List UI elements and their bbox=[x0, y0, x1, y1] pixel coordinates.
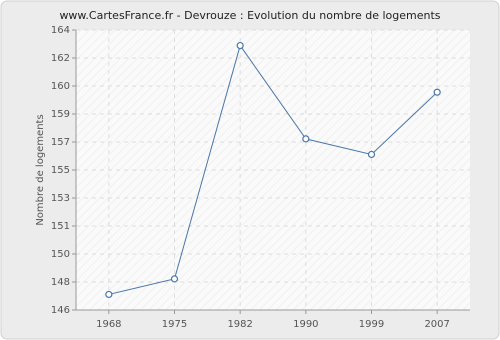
y-tick-label: 155 bbox=[51, 165, 70, 176]
y-tick-label: 151 bbox=[51, 221, 70, 232]
point bbox=[367, 150, 376, 159]
y-tick-label: 159 bbox=[51, 109, 70, 120]
y-axis-label: Nombre de logements bbox=[35, 114, 46, 225]
y-tick-label: 164 bbox=[51, 25, 70, 36]
point bbox=[433, 88, 441, 96]
y-tick-label: 157 bbox=[51, 137, 70, 148]
x-tick-label: 2007 bbox=[424, 319, 449, 330]
y-tick-label: 162 bbox=[51, 53, 70, 64]
y-tick-label: 160 bbox=[51, 81, 70, 92]
y-tick-label: 153 bbox=[51, 193, 70, 204]
x-tick-label: 1968 bbox=[96, 319, 121, 330]
point bbox=[105, 290, 113, 299]
x-tick-label: 1999 bbox=[359, 319, 384, 330]
line bbox=[108, 44, 438, 295]
x-tick-label: 1982 bbox=[227, 319, 252, 330]
point bbox=[236, 41, 244, 50]
x-tick-label: 1990 bbox=[293, 319, 318, 330]
y-tick-label: 148 bbox=[51, 277, 70, 288]
x-tick-label: 1975 bbox=[162, 319, 187, 330]
y-tick-label: 150 bbox=[51, 249, 70, 260]
point bbox=[170, 275, 179, 283]
y-tick-label: 146 bbox=[51, 305, 70, 316]
chart-title: www.CartesFrance.fr - Devrouze : Evoluti… bbox=[59, 9, 440, 22]
point bbox=[302, 135, 310, 143]
